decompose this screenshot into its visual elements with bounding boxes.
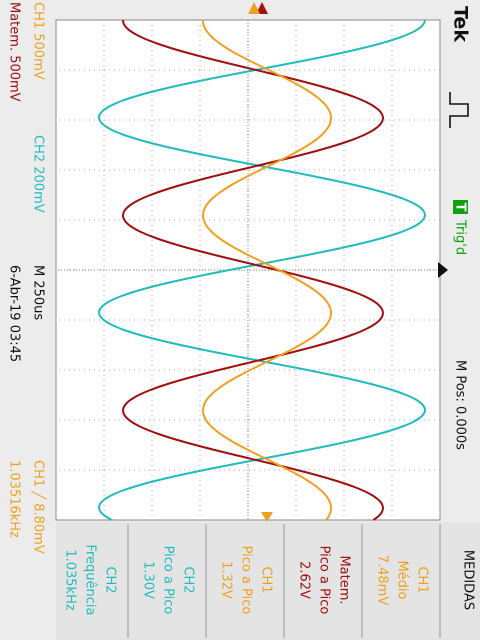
measurement-name: Pico a Pico [161,546,176,615]
measurement-name: Médio [395,560,410,599]
datetime: 6-Abr-19 03:45 [7,265,22,362]
measurement-source: CH1 [415,566,430,593]
ch1-scale: CH1 500mV [31,2,46,80]
measurement-value: 2.62V [297,561,312,599]
measurement-value: 1.32V [219,561,234,599]
measurement-name: Frequência [83,544,98,615]
measurement-name: Pico a Pico [317,546,332,615]
measurement-value: 1.035kHz [63,549,78,611]
grid [56,20,440,520]
trigger-edge-icon [449,92,469,128]
measurement-name: Pico a Pico [239,546,254,615]
trigger-badge: T [453,203,468,212]
math-marker [256,2,268,14]
timebase: M 250us [31,265,46,320]
ch1-marker [248,2,260,14]
measurement-source: Matem. [337,555,352,604]
measurement-source: CH2 [103,566,118,593]
traces [97,19,427,521]
horizontal-position: M Pos: 0.000s [453,360,468,450]
trigger-status: Trig'd [453,219,468,255]
ch2-trace [97,19,427,521]
trigger-badge-box [453,200,468,214]
ch1-trace [201,19,333,521]
measurement-title: MEDIDAS [461,550,476,610]
trigger-frequency: 1.03516kHz [7,460,22,538]
measurement-panel [56,522,480,640]
measurement-value: 7.48mV [375,555,390,606]
trigger-level-marker [261,512,273,522]
math-scale: Matem. 500mV [7,2,22,102]
measurement-value: 1.30V [141,561,156,599]
ch2-scale: CH2 200mV [31,135,46,213]
trigger-level: CH1 ╱ 8.80mV [31,460,48,554]
trigger-position-marker [438,262,448,278]
measurement-list: CH1 Médio 7.48mV Matem. Pico a Pico 2.62V CH1 P… [63,524,441,638]
measurement-source: CH1 [259,566,274,593]
brand: Tek [450,6,472,42]
measurement-source: CH2 [181,566,196,593]
